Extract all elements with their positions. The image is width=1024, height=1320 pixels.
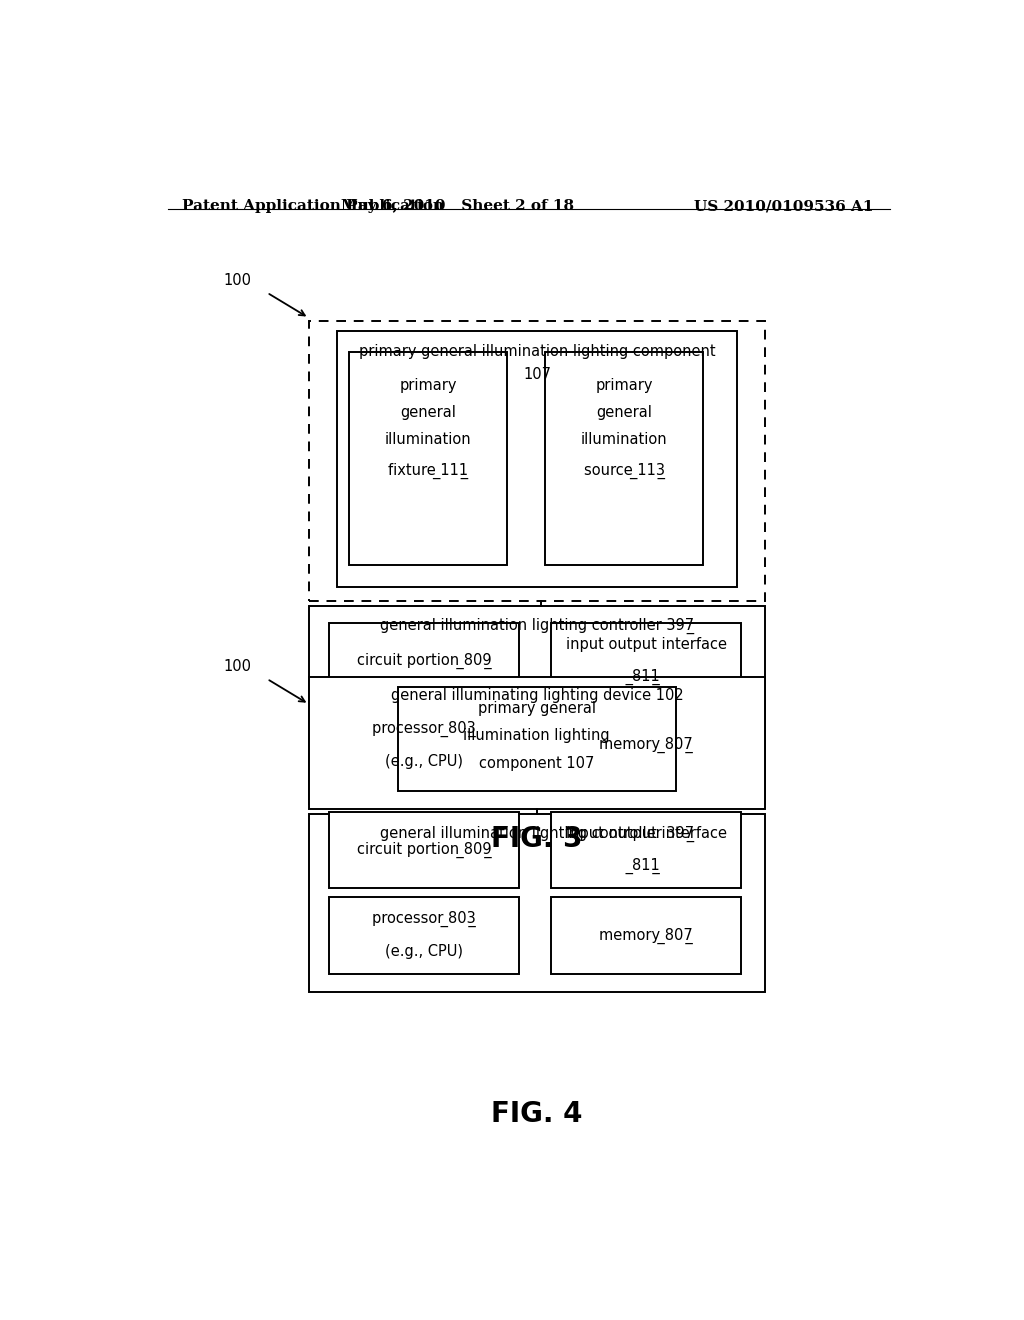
FancyBboxPatch shape bbox=[309, 814, 765, 991]
Text: input output interface: input output interface bbox=[565, 826, 727, 841]
Text: May 6, 2010   Sheet 2 of 18: May 6, 2010 Sheet 2 of 18 bbox=[341, 199, 573, 213]
Text: US 2010/0109536 A1: US 2010/0109536 A1 bbox=[694, 199, 873, 213]
FancyBboxPatch shape bbox=[551, 898, 741, 974]
Text: illumination: illumination bbox=[385, 433, 471, 447]
Text: illumination lighting: illumination lighting bbox=[464, 729, 610, 743]
FancyBboxPatch shape bbox=[337, 331, 737, 587]
Text: ̲811̲: ̲811̲ bbox=[633, 858, 660, 874]
Text: primary: primary bbox=[399, 378, 457, 392]
Text: (e.g., CPU): (e.g., CPU) bbox=[385, 944, 463, 960]
Text: primary: primary bbox=[595, 378, 652, 392]
Text: general illumination lighting controller 397̲: general illumination lighting controller… bbox=[380, 618, 694, 634]
FancyBboxPatch shape bbox=[329, 623, 519, 700]
Text: primary general: primary general bbox=[478, 701, 596, 715]
FancyBboxPatch shape bbox=[397, 686, 676, 791]
Text: (e.g., CPU): (e.g., CPU) bbox=[385, 754, 463, 770]
FancyBboxPatch shape bbox=[309, 677, 765, 809]
Text: processor ̲803̲: processor ̲803̲ bbox=[372, 721, 476, 737]
Text: general illuminating lighting device 102: general illuminating lighting device 102 bbox=[391, 688, 683, 702]
Text: fixture ̲111̲: fixture ̲111̲ bbox=[388, 462, 468, 479]
FancyBboxPatch shape bbox=[348, 351, 507, 565]
Text: general: general bbox=[596, 405, 652, 420]
FancyBboxPatch shape bbox=[329, 812, 519, 888]
Text: 100: 100 bbox=[223, 273, 251, 288]
FancyBboxPatch shape bbox=[329, 898, 519, 974]
Text: memory ̲807̲: memory ̲807̲ bbox=[599, 928, 693, 944]
Text: input output interface: input output interface bbox=[565, 638, 727, 652]
Text: source ̲113̲: source ̲113̲ bbox=[584, 462, 665, 479]
Text: general: general bbox=[400, 405, 456, 420]
Text: memory ̲807̲: memory ̲807̲ bbox=[599, 738, 693, 754]
FancyBboxPatch shape bbox=[309, 321, 765, 601]
Text: component 107: component 107 bbox=[479, 755, 594, 771]
Text: ̲811̲: ̲811̲ bbox=[633, 669, 660, 685]
Text: illumination: illumination bbox=[581, 433, 668, 447]
FancyBboxPatch shape bbox=[545, 351, 703, 565]
Text: circuit portion ̲809̲: circuit portion ̲809̲ bbox=[356, 842, 492, 858]
Text: primary general illumination lighting component: primary general illumination lighting co… bbox=[358, 345, 716, 359]
Text: processor ̲803̲: processor ̲803̲ bbox=[372, 911, 476, 927]
Text: circuit portion ̲809̲: circuit portion ̲809̲ bbox=[356, 653, 492, 669]
Text: 100: 100 bbox=[223, 659, 251, 675]
FancyBboxPatch shape bbox=[551, 812, 741, 888]
Text: general illumination lighting controller 397̲: general illumination lighting controller… bbox=[380, 826, 694, 842]
FancyBboxPatch shape bbox=[309, 606, 765, 804]
Text: 107: 107 bbox=[523, 367, 551, 383]
Text: FIG. 4: FIG. 4 bbox=[490, 1100, 583, 1127]
FancyBboxPatch shape bbox=[551, 623, 741, 700]
Text: FIG. 3: FIG. 3 bbox=[490, 825, 583, 854]
Text: Patent Application Publication: Patent Application Publication bbox=[182, 199, 444, 213]
FancyBboxPatch shape bbox=[329, 708, 519, 784]
FancyBboxPatch shape bbox=[551, 708, 741, 784]
